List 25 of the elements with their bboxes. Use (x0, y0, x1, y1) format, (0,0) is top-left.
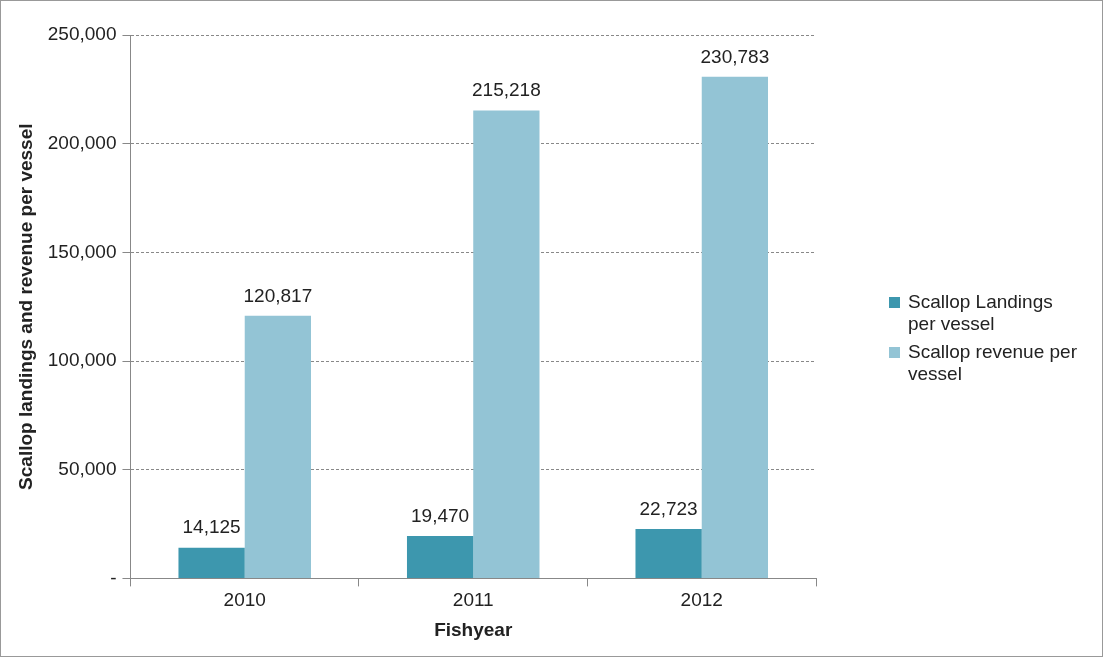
y-tick-label: 150,000 (47, 240, 117, 262)
y-axis-title: Scallop landings and revenue per vessel (14, 123, 36, 490)
legend-label: Scallop Landings per vessel (908, 291, 1054, 335)
data-label: 14,125 (182, 516, 241, 538)
y-tick-label: 100,000 (47, 349, 117, 371)
data-label: 120,817 (243, 284, 313, 306)
data-label: 215,218 (472, 79, 541, 101)
data-label: 19,470 (411, 504, 470, 526)
data-label: 230,783 (700, 45, 770, 67)
x-tick-label: 2011 (452, 589, 494, 611)
bar (635, 529, 702, 578)
x-tick-label: 2012 (680, 589, 723, 611)
data-label: 22,723 (639, 497, 698, 519)
x-axis-title: Fishyear (434, 618, 513, 640)
bar (701, 76, 769, 578)
bar (244, 315, 311, 578)
legend-label: Scallop revenue per vessel (908, 341, 1078, 385)
x-tick-label: 2010 (223, 589, 266, 611)
bar (406, 536, 474, 578)
bar (178, 547, 245, 578)
bar (473, 110, 540, 578)
y-tick-label: 50,000 (58, 457, 117, 479)
y-tick-label: - (110, 566, 117, 588)
y-tick-label: 250,000 (47, 23, 117, 45)
y-tick-label: 200,000 (47, 131, 117, 153)
